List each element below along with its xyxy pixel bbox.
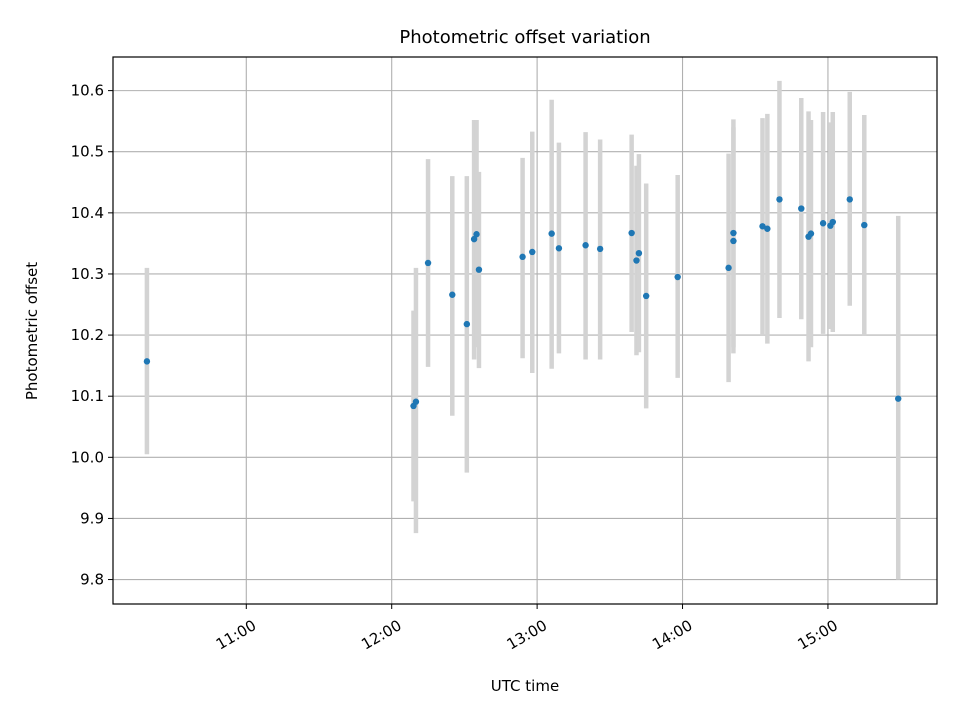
x-axis-label: UTC time [491,677,559,695]
data-point [519,253,526,261]
data-point [846,196,853,203]
y-axis-label: Photometric offset [23,262,41,400]
chart-title: Photometric offset variation [399,27,650,48]
data-point [529,248,536,256]
data-point [819,220,827,227]
data-point [475,266,483,273]
data-point [470,235,478,243]
data-point [596,245,604,253]
data-point [725,264,732,272]
data-point [633,257,640,264]
y-tick-label: 10.2 [71,326,104,344]
data-point [143,358,151,365]
data-point [548,230,555,237]
y-tick-label: 10.3 [71,265,104,283]
data-point [555,245,563,252]
data-point [635,249,643,257]
data-points [143,196,902,410]
data-point [895,395,902,402]
data-point [424,259,432,267]
data-point [582,242,589,249]
grid [113,57,937,604]
data-point [861,221,868,229]
data-point [642,292,650,300]
x-tick-label: 11:00 [213,616,259,653]
data-point [473,231,480,238]
x-axis: 11:00 12:00 13:00 14:00 15:00 [213,604,841,653]
y-tick-label: 10.6 [71,82,104,100]
data-point [412,398,420,405]
data-point [807,230,815,237]
y-tick-label: 9.9 [80,509,104,527]
data-point [628,229,635,237]
y-tick-label: 10.5 [71,143,104,161]
x-tick-label: 12:00 [358,616,404,653]
error-bars [144,80,901,580]
y-tick-label: 9.8 [80,571,104,589]
data-point [798,205,805,212]
data-point [674,273,681,281]
data-point [829,218,836,226]
data-point [449,291,456,298]
data-point [730,229,737,237]
y-tick-label: 10.0 [71,448,104,466]
data-point [764,225,771,232]
x-tick-label: 14:00 [649,616,695,653]
data-point [776,196,783,203]
plot-frame [112,56,938,605]
data-point [463,320,471,328]
x-tick-label: 15:00 [794,616,840,653]
y-axis: 9.8 9.9 10.0 10.1 10.2 10.3 10.4 10.5 10.6 [71,82,113,589]
y-tick-label: 10.1 [71,387,104,405]
data-point [759,223,766,230]
y-tick-label: 10.4 [71,204,104,222]
data-point [730,237,737,245]
x-tick-label: 13:00 [504,616,550,653]
